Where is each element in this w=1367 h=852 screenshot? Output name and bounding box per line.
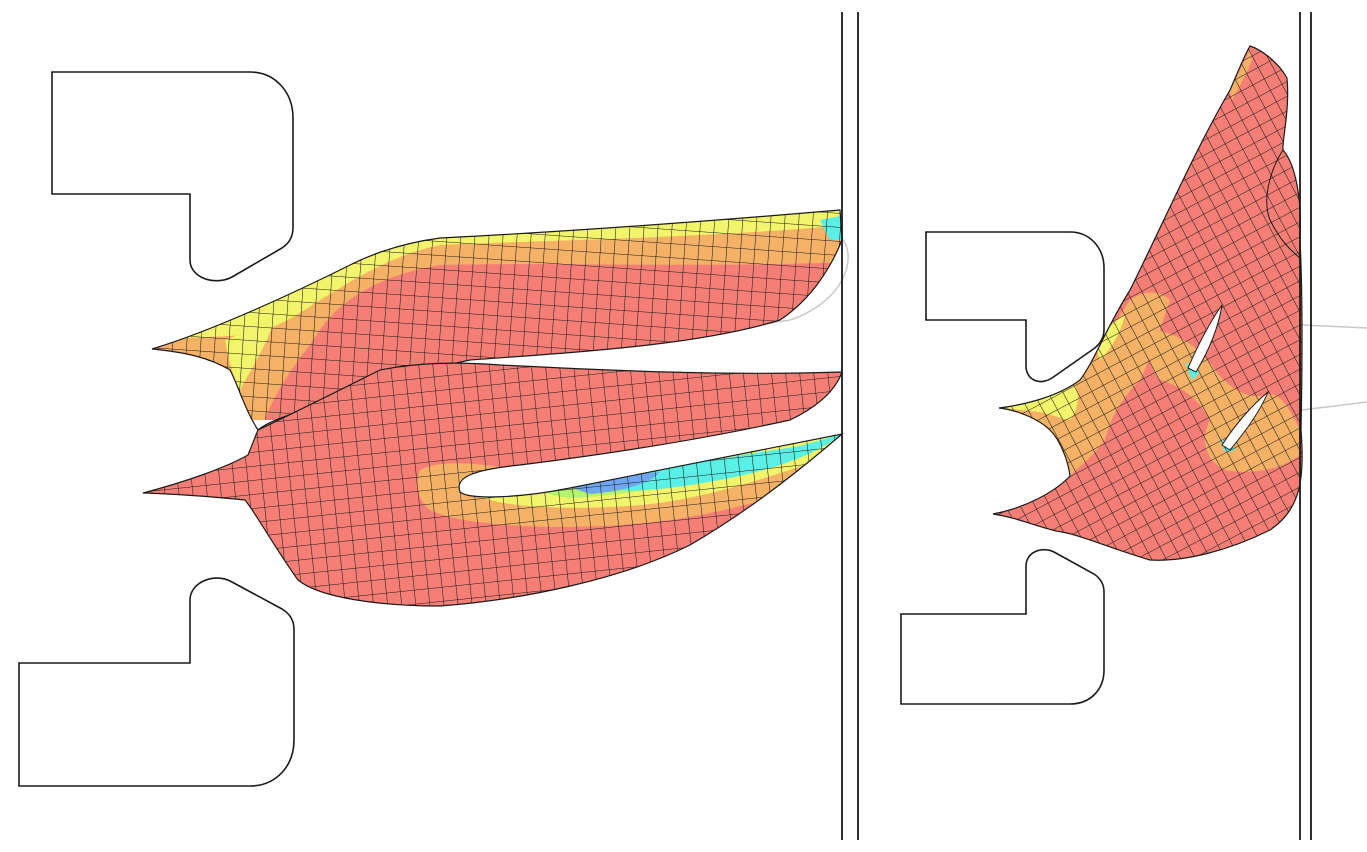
right-deformed-body bbox=[993, 46, 1303, 561]
upper-die-outline bbox=[51, 71, 294, 282]
slit-upper bbox=[1187, 304, 1223, 373]
lower-die-outline-right bbox=[900, 548, 1105, 705]
slit-lower bbox=[1221, 390, 1270, 451]
right-panel bbox=[900, 12, 1367, 840]
upper-die-outline-right bbox=[925, 231, 1105, 383]
lower-die-outline bbox=[18, 577, 295, 787]
ghost-line-right-b bbox=[1301, 401, 1367, 411]
ghost-line-right-a bbox=[1301, 324, 1367, 329]
left-panel bbox=[18, 12, 859, 840]
